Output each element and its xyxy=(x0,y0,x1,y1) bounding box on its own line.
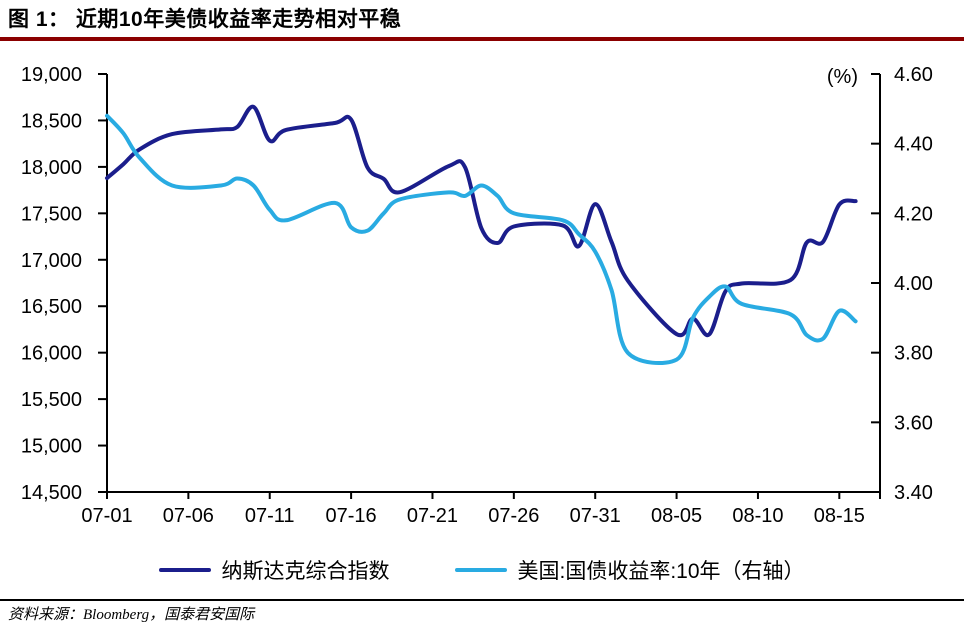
x-tick-label: 07-31 xyxy=(570,505,621,527)
y-left-tick-label: 15,500 xyxy=(21,389,82,411)
y-left-tick-label: 18,500 xyxy=(21,110,82,132)
y-left-tick-label: 18,000 xyxy=(21,157,82,179)
y-right-tick-label: 4.60 xyxy=(894,64,933,86)
legend-item-nasdaq: 纳斯达克综合指数 xyxy=(159,555,389,585)
y-left-tick-label: 17,000 xyxy=(21,250,82,272)
source-footer: 资料来源：Bloomberg，国泰君安国际 xyxy=(0,599,964,628)
x-tick-label: 08-10 xyxy=(732,505,783,527)
y-right-tick-label: 4.00 xyxy=(894,273,933,295)
x-tick-label: 07-11 xyxy=(245,505,295,527)
series-line-treasury-yield xyxy=(105,113,858,366)
legend-label-treasury-yield: 美国:国债收益率:10年（右轴） xyxy=(517,560,805,583)
y-right-unit-label: (%) xyxy=(827,66,858,88)
source-text: 资料来源：Bloomberg，国泰君安国际 xyxy=(8,607,255,623)
chart-legend: 纳斯达克综合指数 美国:国债收益率:10年（右轴） xyxy=(0,555,964,585)
legend-label-nasdaq: 纳斯达克综合指数 xyxy=(221,560,390,583)
y-right-tick-label: 3.60 xyxy=(894,412,933,434)
x-tick-label: 07-21 xyxy=(407,505,458,527)
nasdaq-line-swatch xyxy=(159,568,212,572)
y-left-tick-label: 16,000 xyxy=(21,343,82,365)
y-left-tick-label: 16,500 xyxy=(21,296,82,318)
series-line-nasdaq xyxy=(105,104,858,338)
y-left-tick-label: 17,500 xyxy=(21,203,82,225)
x-tick-label: 07-06 xyxy=(163,505,214,527)
x-tick-label: 07-01 xyxy=(81,505,132,527)
x-tick-label: 07-26 xyxy=(488,505,539,527)
y-left-tick-label: 15,000 xyxy=(21,436,82,458)
figure-title: 图 1： 近期10年美债收益率走势相对平稳 xyxy=(8,8,402,31)
x-tick-label: 08-05 xyxy=(651,505,702,527)
y-right-tick-label: 3.40 xyxy=(894,482,933,504)
y-left-tick-label: 14,500 xyxy=(21,482,82,504)
treasury-yield-line-swatch xyxy=(455,568,508,572)
y-right-tick-label: 3.80 xyxy=(894,343,933,365)
y-right-tick-label: 4.40 xyxy=(894,134,933,156)
legend-item-treasury-yield: 美国:国债收益率:10年（右轴） xyxy=(455,555,805,585)
x-tick-label: 08-15 xyxy=(814,505,865,527)
figure-title-row: 图 1： 近期10年美债收益率走势相对平稳 xyxy=(0,0,964,33)
title-underline xyxy=(0,37,964,41)
y-right-tick-label: 4.20 xyxy=(894,203,933,225)
x-tick-label: 07-16 xyxy=(326,505,377,527)
y-left-tick-label: 19,000 xyxy=(21,64,82,86)
line-chart: 19,000 18,500 18,000 17,500 17,000 16,500 16,0… xyxy=(21,64,933,527)
